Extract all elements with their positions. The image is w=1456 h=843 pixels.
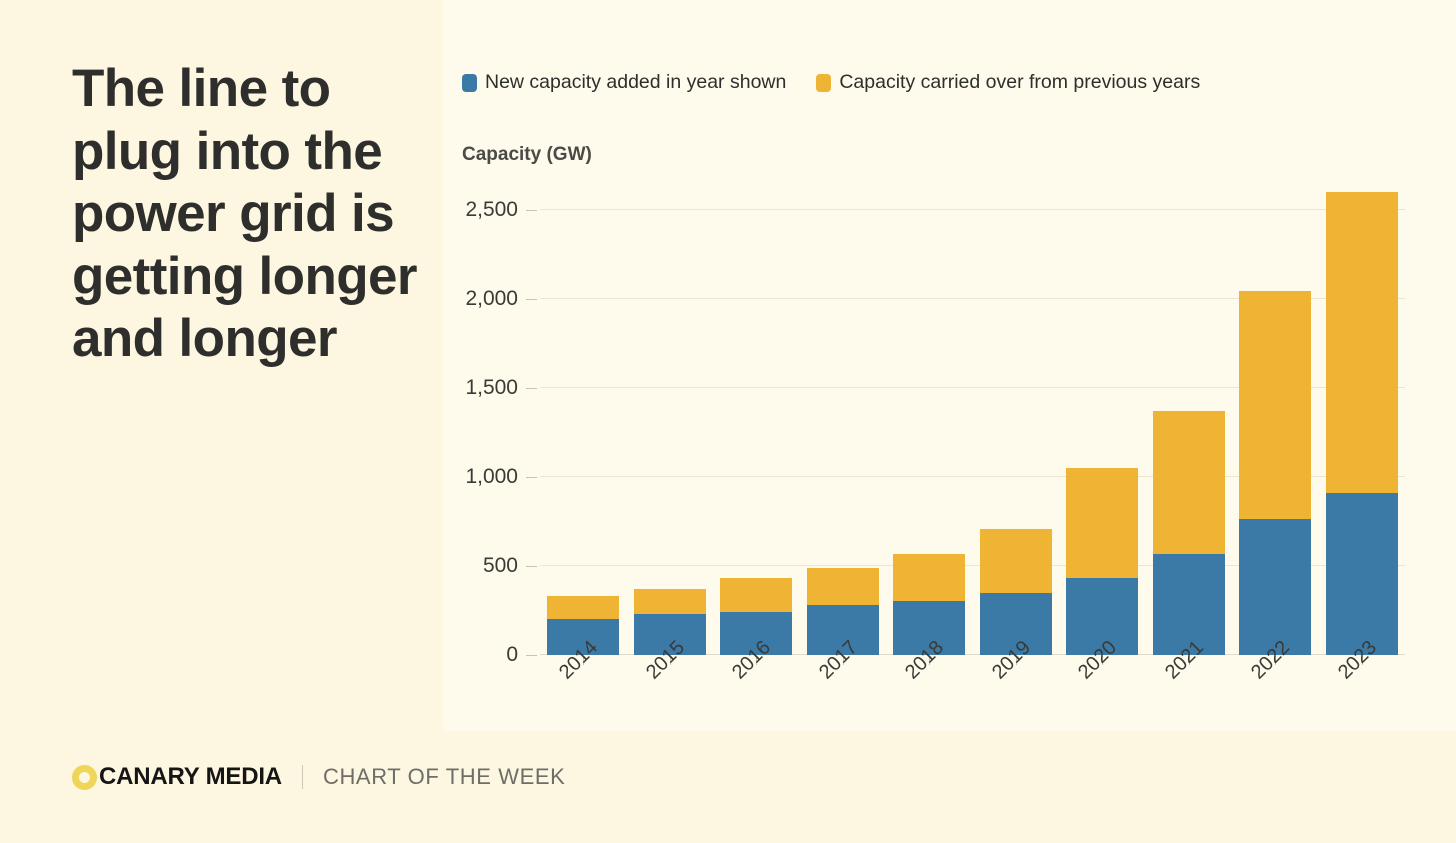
bar-segment-carried-2016[interactable] bbox=[720, 577, 793, 613]
legend-swatch-yellow-icon bbox=[816, 73, 832, 92]
x-tick-mark-2017 bbox=[842, 656, 844, 665]
footer-divider bbox=[301, 765, 303, 789]
y-tick-label-500: 500 bbox=[482, 554, 518, 577]
bar-segment-carried-2019[interactable] bbox=[979, 528, 1052, 593]
bar-segment-new-2023[interactable] bbox=[1325, 493, 1398, 655]
x-tick-mark-2014 bbox=[583, 656, 585, 665]
legend-item-carried-capacity: Capacity carried over from previous year… bbox=[816, 71, 1200, 94]
y-tick-mark-1500 bbox=[526, 388, 537, 389]
bar-segment-carried-2020[interactable] bbox=[1066, 468, 1139, 578]
footer-tagline: CHART OF THE WEEK bbox=[322, 764, 566, 789]
bar-segment-new-2017[interactable] bbox=[806, 605, 879, 655]
bar-segment-carried-2022[interactable] bbox=[1239, 291, 1312, 519]
bar-segment-new-2020[interactable] bbox=[1066, 577, 1139, 655]
y-tick-mark-2000 bbox=[526, 299, 537, 300]
bar-segment-new-2021[interactable] bbox=[1152, 553, 1225, 655]
plot-area bbox=[540, 192, 1405, 655]
legend-label-carried-capacity: Capacity carried over from previous year… bbox=[839, 71, 1201, 93]
brand-name: CANARY MEDIA bbox=[99, 763, 282, 790]
legend-swatch-blue-icon bbox=[462, 73, 477, 92]
bar-segment-new-2015[interactable] bbox=[633, 614, 706, 655]
x-tick-mark-2016 bbox=[756, 656, 758, 665]
bar-segment-new-2022[interactable] bbox=[1239, 518, 1312, 655]
bar-segment-carried-2017[interactable] bbox=[806, 567, 879, 606]
bar-segment-carried-2015[interactable] bbox=[633, 589, 706, 615]
canary-ring-logo-icon bbox=[72, 764, 97, 790]
bar-segment-carried-2014[interactable] bbox=[547, 596, 620, 620]
chart-legend: New capacity added in year shown Capacit… bbox=[462, 71, 1200, 94]
y-axis-tick-labels: 0 500 1,000 1,500 2,000 2,500 bbox=[455, 198, 518, 666]
legend-label-new-capacity: New capacity added in year shown bbox=[485, 71, 787, 93]
bar-segment-carried-2018[interactable] bbox=[893, 553, 966, 601]
gridline-0 bbox=[540, 654, 1405, 655]
footer: CANARY MEDIA CHART OF THE WEEK bbox=[72, 763, 565, 791]
y-tick-label-1000: 1,000 bbox=[465, 465, 518, 488]
y-tick-mark-500 bbox=[526, 566, 537, 567]
y-axis-title: Capacity (GW) bbox=[462, 144, 592, 165]
y-tick-label-0: 0 bbox=[506, 643, 518, 666]
y-tick-label-1500: 1,500 bbox=[465, 376, 518, 399]
x-tick-mark-2021 bbox=[1188, 656, 1190, 665]
y-tick-label-2000: 2,000 bbox=[465, 287, 518, 310]
legend-item-new-capacity: New capacity added in year shown bbox=[462, 71, 786, 94]
x-tick-mark-2015 bbox=[669, 656, 671, 665]
bar-segment-carried-2023[interactable] bbox=[1325, 192, 1398, 494]
gridline-1000 bbox=[540, 476, 1405, 477]
x-tick-mark-2020 bbox=[1102, 656, 1104, 665]
x-tick-mark-2019 bbox=[1015, 656, 1017, 665]
gridline-2000 bbox=[540, 298, 1405, 299]
gridline-500 bbox=[540, 565, 1405, 566]
x-tick-mark-2022 bbox=[1275, 656, 1277, 665]
x-tick-mark-2018 bbox=[929, 656, 931, 665]
y-tick-mark-2500 bbox=[526, 210, 537, 211]
bar-segment-carried-2021[interactable] bbox=[1152, 411, 1225, 554]
y-tick-mark-0 bbox=[526, 655, 537, 656]
y-tick-label-2500: 2,500 bbox=[465, 198, 518, 221]
gridline-1500 bbox=[540, 387, 1405, 388]
x-tick-mark-2023 bbox=[1361, 656, 1363, 665]
bar-segment-new-2014[interactable] bbox=[547, 619, 620, 655]
bar-segment-new-2019[interactable] bbox=[979, 592, 1052, 655]
page-title: The line to plug into the power grid is … bbox=[72, 59, 418, 369]
bar-segment-new-2016[interactable] bbox=[720, 612, 793, 655]
y-tick-mark-1000 bbox=[526, 477, 537, 478]
gridline-2500 bbox=[540, 209, 1405, 210]
bar-segment-new-2018[interactable] bbox=[893, 600, 966, 655]
